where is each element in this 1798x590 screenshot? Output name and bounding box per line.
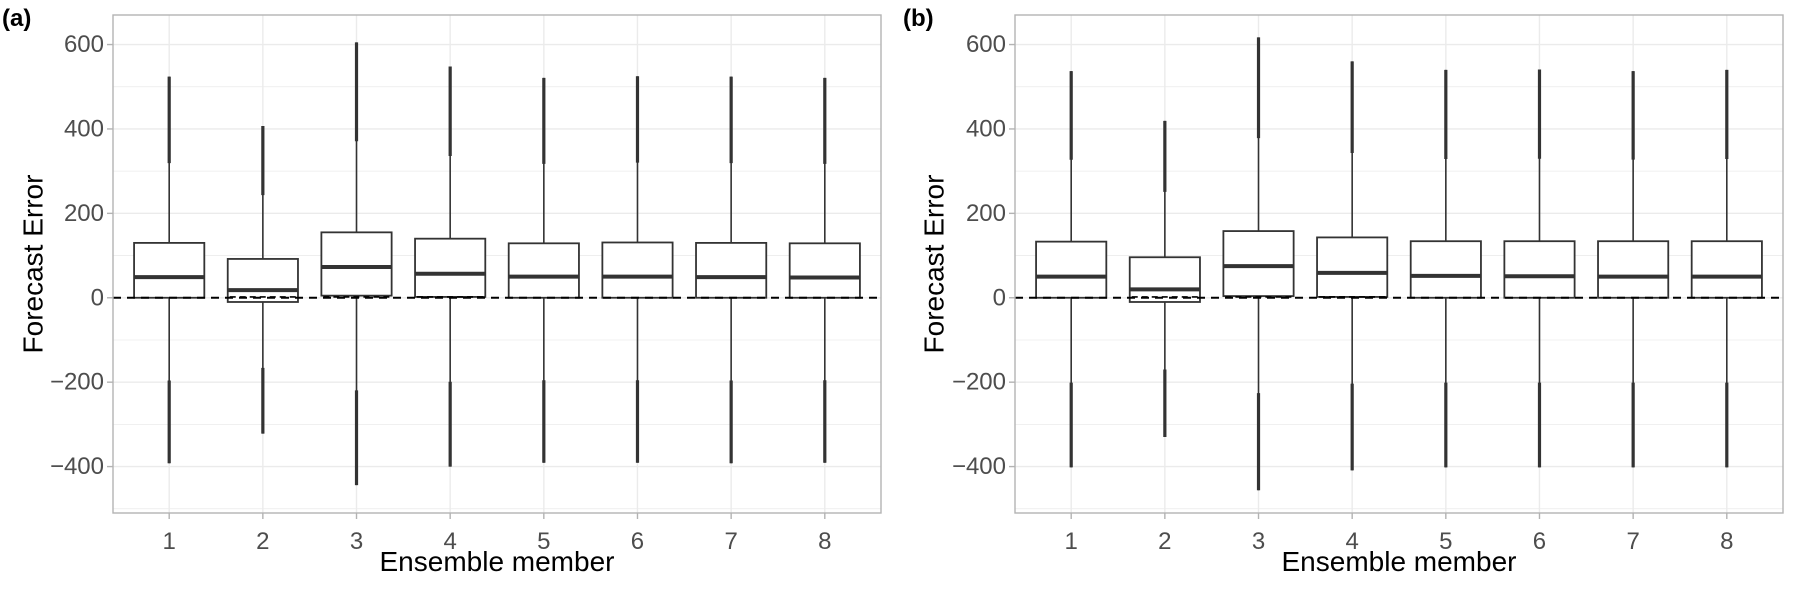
box-iqr <box>601 241 674 299</box>
panel-border <box>112 14 882 514</box>
box-iqr <box>1035 240 1108 299</box>
box-iqr <box>788 242 861 299</box>
chart-panel: −400 −200 0 200 400 600 1 2 3 4 5 6 7 8 Ensemble membe… <box>2 5 882 577</box>
box-member-6 <box>601 76 674 463</box>
x-tick-label: 1 <box>163 528 176 555</box>
box-member-2 <box>226 125 299 434</box>
box-member-2 <box>1128 120 1201 438</box>
panel-label: (b) <box>903 5 934 32</box>
box-iqr <box>1409 240 1482 299</box>
box-member-1 <box>133 76 206 464</box>
y-tick-label: 200 <box>64 200 104 227</box>
box-iqr <box>320 231 393 297</box>
y-tick-label: 600 <box>966 31 1006 58</box>
box-member-3 <box>320 42 393 486</box>
chart-panel: −400 −200 0 200 400 600 1 2 3 4 5 6 7 8 Ensemble membe… <box>903 5 1784 577</box>
box-iqr <box>133 241 206 299</box>
y-tick-label: −400 <box>952 453 1006 480</box>
box-member-6 <box>1503 69 1576 468</box>
box-member-3 <box>1222 37 1295 491</box>
box-member-8 <box>1690 69 1763 468</box>
box-iqr <box>1690 240 1763 299</box>
y-tick-label: −200 <box>952 369 1006 396</box>
x-tick-label: 8 <box>1720 528 1733 555</box>
box-member-5 <box>1409 69 1482 468</box>
box-iqr <box>1597 240 1670 299</box>
x-axis-title: Ensemble member <box>380 546 615 577</box>
y-tick-label: 0 <box>91 284 104 311</box>
x-tick-label: 5 <box>1439 528 1452 555</box>
y-tick-label: −400 <box>50 453 104 480</box>
y-tick-label: 400 <box>966 115 1006 142</box>
y-axis-title: Forecast Error <box>18 175 49 354</box>
x-tick-label: 6 <box>631 528 644 555</box>
panel-label: (a) <box>2 5 31 32</box>
box-member-5 <box>507 77 580 463</box>
x-tick-label: 7 <box>1626 528 1639 555</box>
x-tick-label: 2 <box>1158 528 1171 555</box>
panel-border <box>1014 14 1784 514</box>
x-tick-label: 4 <box>443 528 456 555</box>
x-tick-label: 7 <box>724 528 737 555</box>
x-tick-label: 3 <box>1252 528 1265 555</box>
x-tick-label: 6 <box>1533 528 1546 555</box>
x-tick-label: 3 <box>350 528 363 555</box>
box-iqr <box>1316 236 1389 298</box>
x-tick-label: 4 <box>1345 528 1358 555</box>
x-tick-label: 8 <box>818 528 831 555</box>
y-tick-label: 600 <box>64 31 104 58</box>
box-member-4 <box>414 66 487 467</box>
y-tick-label: 0 <box>993 284 1006 311</box>
y-tick-label: 200 <box>966 200 1006 227</box>
box-iqr <box>1503 240 1576 299</box>
box-member-7 <box>695 76 768 464</box>
box-iqr <box>1222 230 1295 297</box>
box-iqr <box>507 242 580 299</box>
x-tick-label: 2 <box>256 528 269 555</box>
box-iqr <box>695 241 768 299</box>
box-iqr <box>1128 256 1201 303</box>
box-iqr <box>226 258 299 303</box>
y-tick-label: 400 <box>64 115 104 142</box>
x-axis-title: Ensemble member <box>1282 546 1517 577</box>
box-member-4 <box>1316 61 1389 471</box>
x-tick-label: 1 <box>1065 528 1078 555</box>
box-iqr <box>414 237 487 298</box>
y-axis-title: Forecast Error <box>919 175 950 354</box>
box-member-1 <box>1035 71 1108 468</box>
box-member-7 <box>1597 71 1670 468</box>
y-tick-label: −200 <box>50 369 104 396</box>
box-member-8 <box>788 77 861 463</box>
x-tick-label: 5 <box>537 528 550 555</box>
